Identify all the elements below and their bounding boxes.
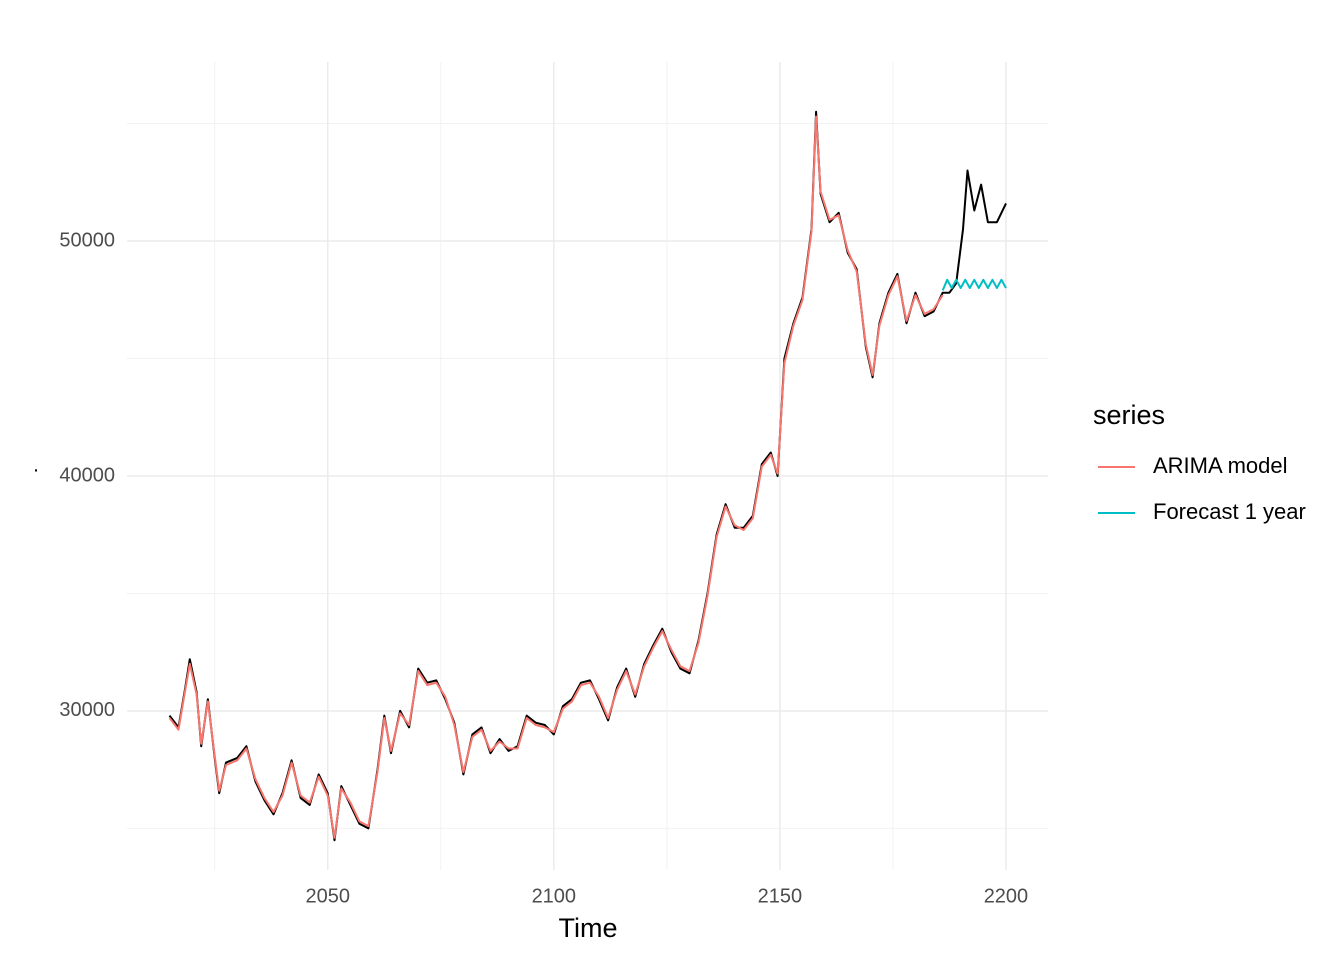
x-tick-label: 2200: [984, 885, 1029, 907]
x-tick-label: 2150: [758, 885, 803, 907]
series-line: [168, 115, 944, 839]
y-tick-label: 40000: [59, 464, 115, 486]
x-tick-label: 2050: [305, 885, 350, 907]
y-axis-title: .: [33, 454, 39, 476]
series-line: [941, 278, 1007, 291]
legend-label: Forecast 1 year: [1153, 499, 1306, 524]
x-tick-label: 2100: [532, 885, 577, 907]
y-tick-label: 30000: [59, 699, 115, 721]
legend-title: series: [1093, 400, 1165, 430]
legend-label: ARIMA model: [1153, 453, 1288, 478]
x-axis-title: Time: [559, 913, 618, 943]
y-tick-label: 50000: [59, 229, 115, 251]
